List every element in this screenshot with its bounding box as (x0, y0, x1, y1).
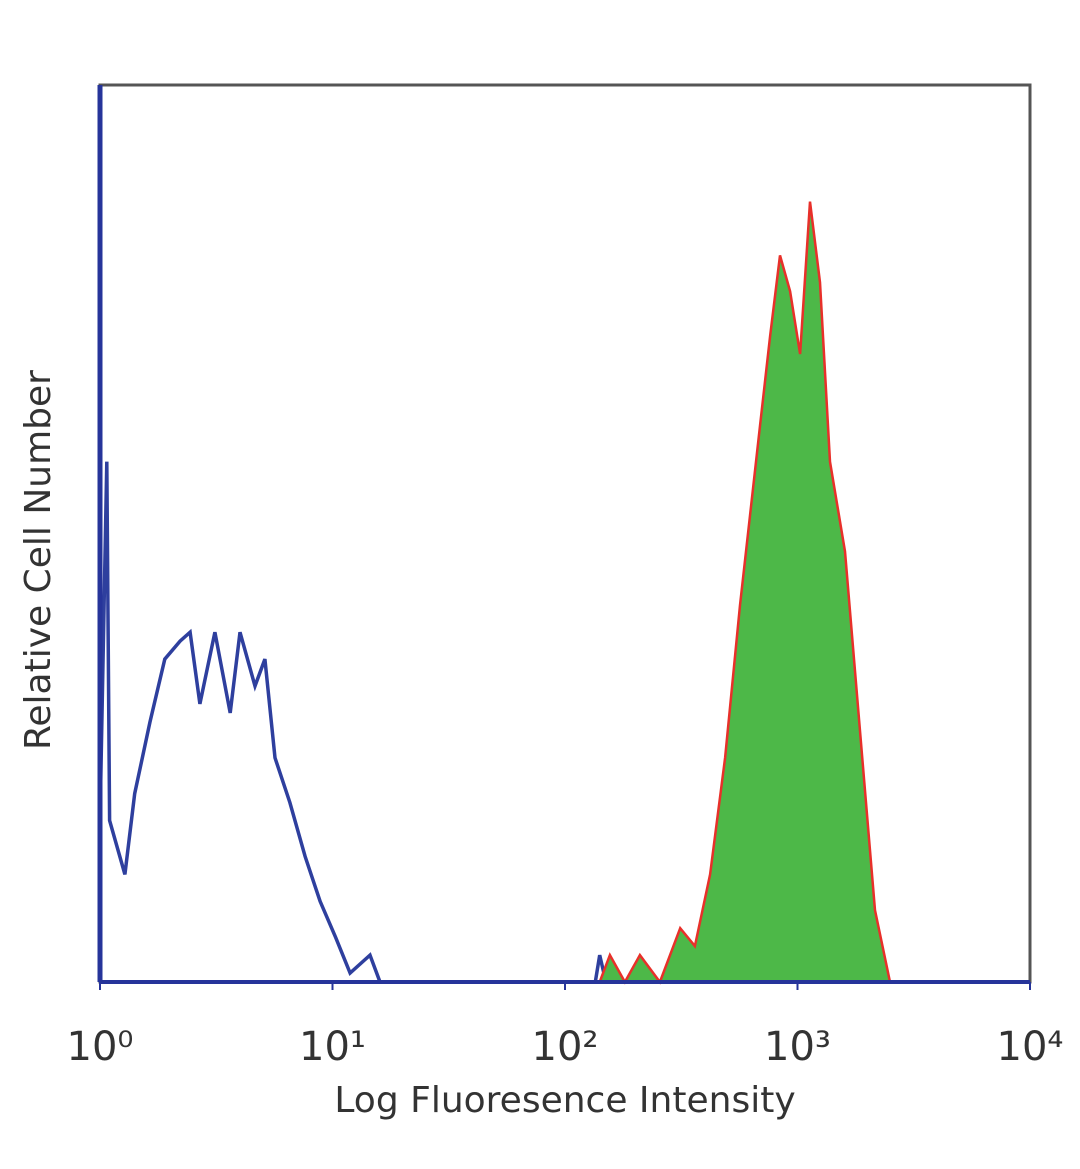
x-tick-label: 10³ (764, 1024, 831, 1070)
plot-frame (98, 83, 1032, 984)
x-tick-label: 10² (532, 1024, 599, 1070)
x-tick-label: 10¹ (299, 1024, 366, 1070)
histogram-line (98, 461, 608, 984)
x-tick-label: 10⁴ (997, 1024, 1064, 1070)
y-axis-label: Relative Cell Number (18, 370, 59, 750)
x-axis-label: Log Fluoresence Intensity (334, 1080, 795, 1121)
x-tick-label: 10⁰ (67, 1024, 134, 1070)
histogram-area (597, 201, 892, 985)
